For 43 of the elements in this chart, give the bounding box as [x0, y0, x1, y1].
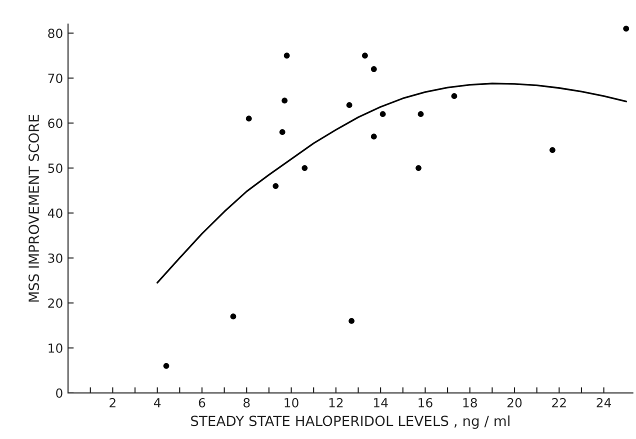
point	[623, 26, 630, 32]
x-tick-label: 24	[596, 398, 612, 408]
y-tick-label: 40	[48, 208, 62, 218]
y-tick-label: 60	[48, 118, 62, 128]
point	[302, 165, 308, 171]
point	[370, 66, 377, 72]
point	[550, 147, 556, 154]
point	[246, 116, 252, 122]
x-tick-label: 16	[418, 398, 432, 408]
x-tick-label: 6	[198, 398, 206, 408]
x-tick-label: 22	[552, 398, 566, 408]
point	[230, 314, 236, 320]
point	[279, 129, 286, 136]
x-tick-label: 8	[244, 398, 250, 408]
y-tick-label: 50	[48, 164, 62, 173]
y-tick-label: 0	[56, 388, 62, 398]
y-tick-label: 20	[48, 298, 62, 308]
point	[418, 111, 424, 118]
x-tick-label: 2	[110, 398, 116, 408]
point	[416, 165, 422, 171]
point	[380, 111, 386, 118]
x-tick-label: 4	[154, 398, 161, 408]
point	[163, 362, 170, 369]
y-tick-label: 30	[48, 253, 62, 263]
x-axis-title: STEADY STATE HALOPERIDOL LEVELS , ng / ml	[191, 415, 510, 429]
point	[282, 98, 288, 104]
y-tick-label: 80	[48, 28, 62, 38]
point	[362, 52, 368, 59]
point	[451, 93, 458, 100]
x-tick-label: 10	[284, 398, 298, 408]
point	[348, 318, 354, 324]
x-tick-label: 12	[329, 398, 343, 408]
y-tick-label: 70	[48, 74, 62, 84]
y-axis-title: MSS IMPROVEMENT SCORE	[28, 114, 40, 302]
x-tick-label: 14	[374, 398, 388, 408]
x-tick-label: 20	[507, 398, 522, 408]
y-tick-label: 10	[48, 343, 62, 353]
line-series	[156, 82, 627, 284]
point	[370, 134, 377, 140]
x-tick-label: 18	[463, 398, 477, 408]
point	[284, 52, 290, 59]
point	[346, 102, 352, 108]
point	[272, 183, 279, 189]
